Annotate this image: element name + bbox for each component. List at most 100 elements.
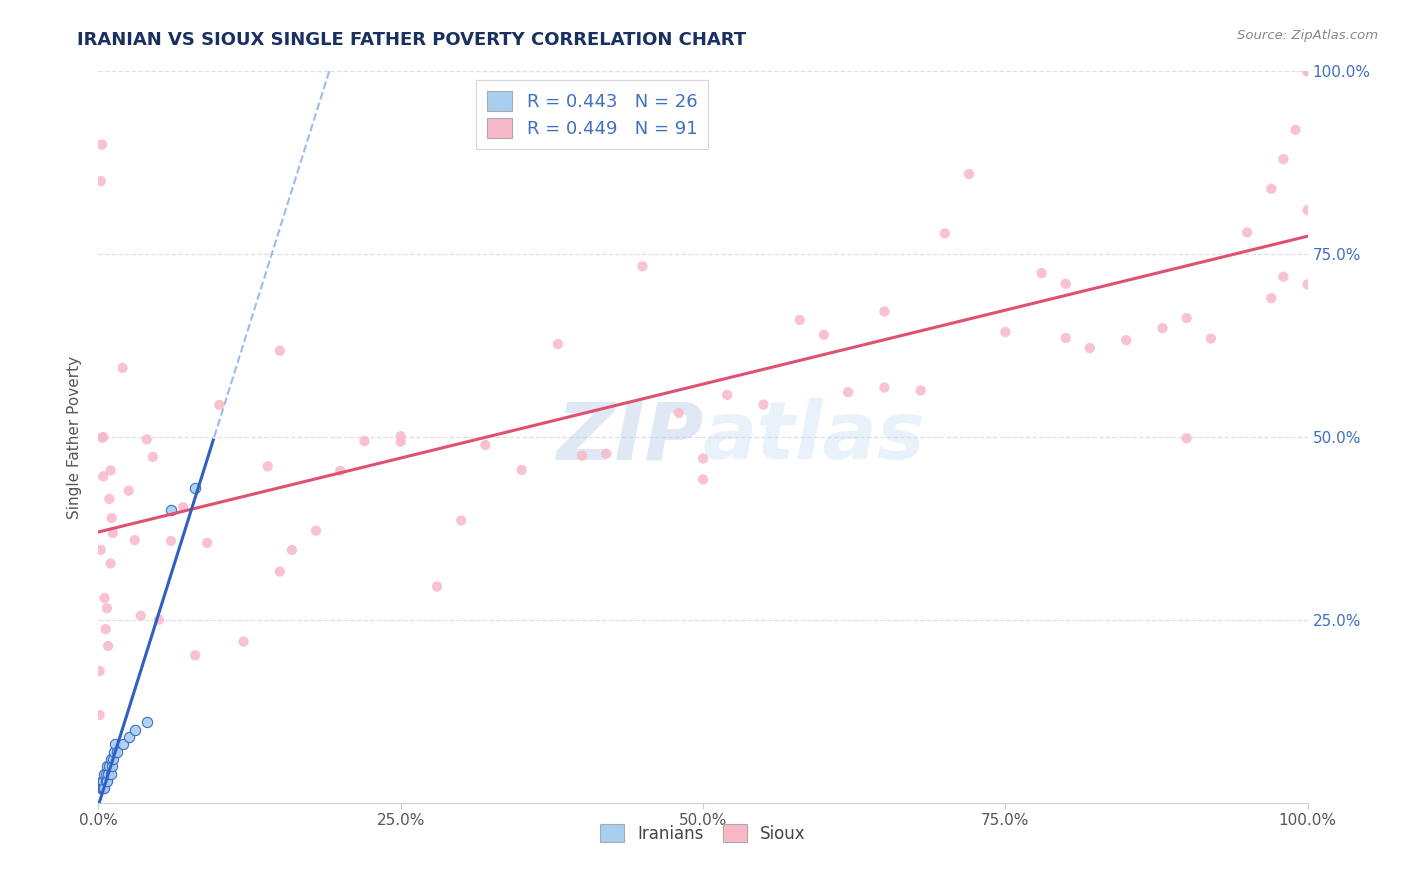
Point <box>96 773 118 788</box>
Point <box>91 781 114 796</box>
Point <box>256 459 278 474</box>
Point <box>124 533 146 548</box>
Point <box>1296 203 1319 218</box>
Point <box>100 752 122 766</box>
Point <box>118 483 141 498</box>
Point <box>104 737 127 751</box>
Text: atlas: atlas <box>703 398 925 476</box>
Point <box>1260 182 1282 196</box>
Text: IRANIAN VS SIOUX SINGLE FATHER POVERTY CORRELATION CHART: IRANIAN VS SIOUX SINGLE FATHER POVERTY C… <box>77 31 747 49</box>
Point <box>105 745 128 759</box>
Point <box>1296 277 1319 292</box>
Point <box>994 325 1017 339</box>
Point <box>94 766 117 780</box>
Point <box>910 384 932 398</box>
Point <box>135 715 157 730</box>
Point <box>281 543 304 558</box>
Point <box>91 773 114 788</box>
Point <box>389 434 412 449</box>
Point <box>100 759 122 773</box>
Point <box>1054 331 1077 345</box>
Point <box>98 759 121 773</box>
Point <box>1031 266 1053 280</box>
Point <box>111 737 134 751</box>
Point <box>97 639 120 653</box>
Point <box>692 472 714 486</box>
Point <box>873 380 896 394</box>
Point <box>353 434 375 448</box>
Point <box>1296 64 1319 78</box>
Point <box>1284 123 1306 137</box>
Point <box>752 398 775 412</box>
Point <box>103 745 125 759</box>
Point <box>571 449 593 463</box>
Point <box>89 664 111 678</box>
Point <box>142 450 165 464</box>
Point <box>668 406 690 420</box>
Point <box>813 327 835 342</box>
Point <box>91 781 114 796</box>
Point <box>96 759 118 773</box>
Point <box>118 730 141 744</box>
Point <box>184 481 207 495</box>
Point <box>96 601 118 615</box>
Point <box>91 137 114 152</box>
Point <box>100 557 122 571</box>
Point <box>1272 152 1295 166</box>
Point <box>1152 321 1174 335</box>
Point <box>1236 225 1258 239</box>
Point <box>160 533 183 548</box>
Point <box>789 313 811 327</box>
Point <box>91 773 114 788</box>
Point <box>93 781 115 796</box>
Point <box>510 463 533 477</box>
Point <box>474 438 496 452</box>
Point <box>595 447 617 461</box>
Point <box>329 464 352 478</box>
Point <box>957 167 980 181</box>
Point <box>305 524 328 538</box>
Point <box>1272 269 1295 284</box>
Point <box>450 514 472 528</box>
Point <box>184 648 207 663</box>
Point <box>89 708 111 723</box>
Point <box>269 565 291 579</box>
Point <box>208 398 231 412</box>
Point <box>90 542 112 557</box>
Point <box>1296 64 1319 78</box>
Point <box>100 463 122 477</box>
Legend: Iranians, Sioux: Iranians, Sioux <box>593 817 813 849</box>
Point <box>93 591 115 605</box>
Point <box>91 431 114 445</box>
Point <box>135 432 157 446</box>
Point <box>94 773 117 788</box>
Point <box>692 451 714 466</box>
Point <box>547 337 569 351</box>
Point <box>934 227 956 241</box>
Point <box>716 388 738 402</box>
Y-axis label: Single Father Poverty: Single Father Poverty <box>67 356 83 518</box>
Text: Source: ZipAtlas.com: Source: ZipAtlas.com <box>1237 29 1378 42</box>
Point <box>1054 277 1077 291</box>
Point <box>98 491 121 506</box>
Point <box>94 622 117 636</box>
Point <box>90 174 112 188</box>
Point <box>195 536 218 550</box>
Point <box>1175 431 1198 445</box>
Point <box>148 613 170 627</box>
Point <box>1078 341 1101 355</box>
Point <box>389 429 412 443</box>
Point <box>91 430 114 444</box>
Point <box>90 781 112 796</box>
Point <box>631 260 654 274</box>
Point <box>100 511 122 525</box>
Point <box>426 580 449 594</box>
Point <box>873 304 896 318</box>
Point <box>837 385 859 400</box>
Point <box>1175 311 1198 326</box>
Point <box>101 752 124 766</box>
Point <box>1115 333 1137 347</box>
Point <box>111 360 134 375</box>
Point <box>172 500 194 515</box>
Text: ZIP: ZIP <box>555 398 703 476</box>
